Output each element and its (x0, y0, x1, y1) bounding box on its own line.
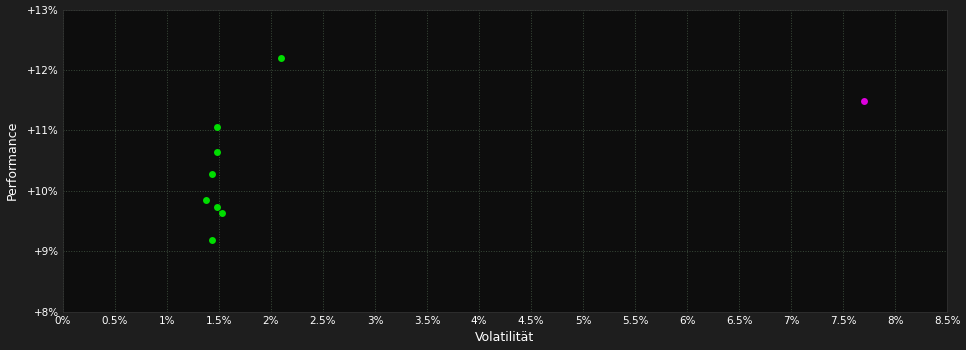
Y-axis label: Performance: Performance (6, 121, 18, 200)
Point (199, 197, 214, 203)
Point (856, 99, 871, 104)
Point (209, 149, 224, 154)
X-axis label: Volatilität: Volatilität (475, 331, 534, 344)
Point (214, 210, 230, 216)
Point (209, 125, 224, 130)
Point (204, 238, 219, 243)
Point (209, 204, 224, 210)
Point (273, 55, 289, 61)
Point (204, 171, 219, 177)
